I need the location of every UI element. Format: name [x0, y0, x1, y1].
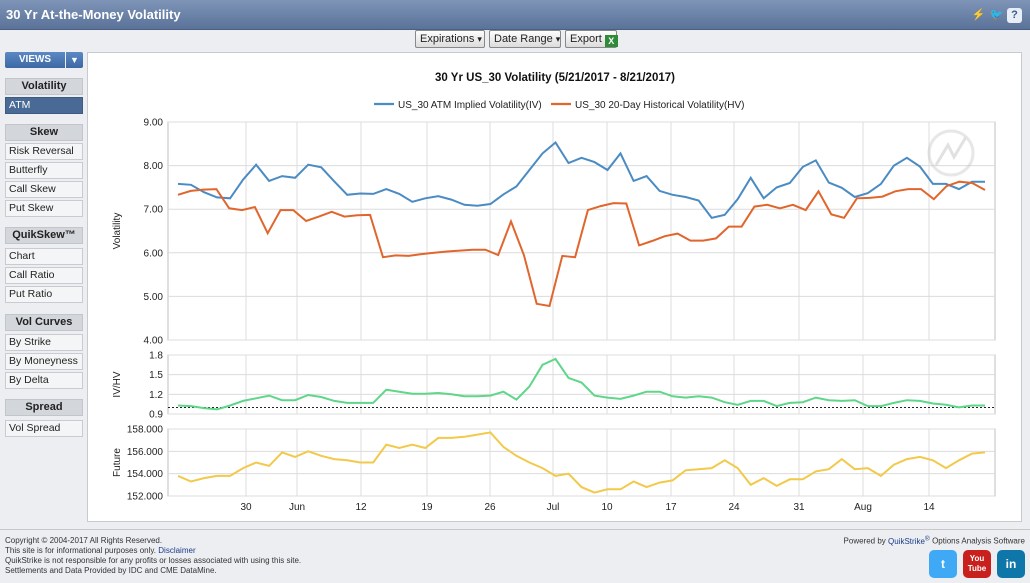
y-tick-label: 9.00	[144, 118, 164, 129]
powered-prefix: Powered by	[843, 536, 886, 546]
chevron-down-icon: ▾	[477, 34, 482, 44]
sidebar-item-call-skew[interactable]: Call Skew	[5, 181, 83, 198]
chevron-down-icon: ▾	[555, 34, 561, 44]
series-line-us-30-20-day-historical-volatility-hv-	[177, 180, 986, 308]
registered-mark: ®	[924, 535, 930, 542]
y-tick-label: 8.00	[144, 161, 164, 172]
legend-hv-label[interactable]: US_30 20-Day Historical Volatility(HV)	[575, 100, 745, 111]
section-volatility: Volatility	[5, 78, 83, 95]
footer-notice: Copyright © 2004-2017 All Rights Reserve…	[5, 536, 301, 576]
sidebar-item-vol-spread[interactable]: Vol Spread	[5, 420, 83, 437]
x-tick-label: 24	[728, 502, 740, 513]
excel-icon: X	[604, 35, 618, 47]
series-line-future	[177, 431, 986, 494]
x-tick-label: 19	[421, 502, 433, 513]
x-tick-label: 26	[484, 502, 496, 513]
x-tick-label: 12	[355, 502, 367, 513]
y-tick-label: 154.000	[127, 469, 164, 480]
linkedin-icon[interactable]: in	[997, 550, 1025, 578]
powered-brand: QuikStrike	[888, 536, 925, 546]
x-tick-label: 14	[923, 502, 935, 513]
toolbar: Expirations ▾ Date Range ▾ Export X	[0, 30, 1030, 50]
series-line-iv-hv	[177, 357, 985, 411]
chart-legend[interactable]: US_30 ATM Implied Volatility(IV) US_30 2…	[374, 100, 745, 111]
volatility-chart: 30 Yr US_30 Volatility (5/21/2017 - 8/21…	[112, 72, 996, 513]
x-tick-label: Jun	[289, 502, 305, 513]
views-button[interactable]: VIEWS	[5, 52, 65, 68]
legend-iv-label[interactable]: US_30 ATM Implied Volatility(IV)	[398, 100, 542, 111]
views-dropdown-toggle[interactable]: ▼	[66, 52, 83, 68]
x-tick-label: 10	[601, 502, 613, 513]
sidebar-item-by-delta[interactable]: By Delta	[5, 372, 83, 389]
y-tick-label: 4.00	[144, 336, 164, 347]
liability-text: QuikStrike is not responsible for any pr…	[5, 556, 302, 565]
x-tick-label: 17	[665, 502, 677, 513]
y-tick-label: 1.2	[149, 390, 163, 401]
y-axis-label: Future	[112, 448, 123, 477]
sidebar-item-by-moneyness[interactable]: By Moneyness	[5, 353, 83, 370]
y-axis-label: IV/HV	[112, 371, 123, 397]
chart-panel: 30 Yr US_30 Volatility (5/21/2017 - 8/21…	[87, 52, 1022, 522]
y-tick-label: 152.000	[127, 492, 164, 503]
y-tick-label: 1.8	[149, 351, 163, 362]
y-tick-label: 7.00	[144, 205, 164, 216]
twitter-icon[interactable]: t	[929, 550, 957, 578]
powered-suffix: Options Analysis Software	[932, 536, 1025, 546]
y-tick-label: 5.00	[144, 292, 164, 303]
date-range-dropdown[interactable]: Date Range ▾	[489, 30, 561, 48]
twitter-icon[interactable]: 🐦	[989, 9, 1004, 21]
chevron-down-icon: ▼	[70, 55, 79, 65]
sidebar-item-butterfly[interactable]: Butterfly	[5, 162, 83, 179]
x-tick-label: 30	[240, 502, 252, 513]
copyright-text: Copyright © 2004-2017 All Rights Reserve…	[5, 536, 163, 545]
sidebar-item-put-skew[interactable]: Put Skew	[5, 200, 83, 217]
sidebar-item-put-ratio[interactable]: Put Ratio	[5, 286, 83, 303]
help-icon[interactable]: ?	[1007, 8, 1022, 23]
export-button[interactable]: Export X	[565, 30, 618, 48]
sidebar-item-chart[interactable]: Chart	[5, 248, 83, 265]
section-vol-curves: Vol Curves	[5, 314, 83, 331]
section-spread: Spread	[5, 399, 83, 416]
date-range-label: Date Range	[494, 33, 553, 45]
info-line: This site is for informational purposes …	[5, 546, 301, 556]
series-line-us-30-atm-implied-volatility-iv-	[177, 140, 985, 220]
sidebar-item-call-ratio[interactable]: Call Ratio	[5, 267, 83, 284]
section-skew: Skew	[5, 124, 83, 141]
window-title: 30 Yr At-the-Money Volatility	[6, 7, 181, 22]
window-titlebar: 30 Yr At-the-Money Volatility ⚡ 🐦 ?	[0, 0, 1030, 30]
page-footer: Copyright © 2004-2017 All Rights Reserve…	[0, 529, 1030, 583]
lightning-icon[interactable]: ⚡	[971, 9, 986, 21]
sidebar-item-atm[interactable]: ATM	[5, 97, 83, 114]
youtube-icon[interactable]: You Tube	[963, 550, 991, 578]
y-tick-label: 6.00	[144, 248, 164, 259]
quikstrike-watermark-icon	[927, 129, 975, 177]
sidebar-item-by-strike[interactable]: By Strike	[5, 334, 83, 351]
y-tick-label: 158.000	[127, 425, 164, 436]
y-tick-label: 1.5	[149, 370, 163, 381]
social-links: t You Tube in	[929, 550, 1025, 578]
x-tick-label: 31	[793, 502, 805, 513]
x-tick-label: Aug	[854, 502, 872, 513]
y-axis-label: Volatility	[112, 213, 123, 250]
powered-by: Powered by QuikStrike® Options Analysis …	[844, 535, 1025, 546]
expirations-dropdown[interactable]: Expirations ▾	[415, 30, 485, 48]
export-label: Export	[570, 33, 602, 45]
info-text: This site is for informational purposes …	[5, 546, 157, 555]
y-tick-label: 0.9	[149, 410, 163, 421]
y-tick-label: 156.000	[127, 447, 164, 458]
section-quikskew: QuikSkew™	[5, 227, 83, 244]
sidebar-item-risk-reversal[interactable]: Risk Reversal	[5, 143, 83, 160]
expirations-label: Expirations	[420, 33, 475, 45]
quikstrike-link[interactable]: QuikStrike®	[888, 535, 930, 546]
chart-title: 30 Yr US_30 Volatility (5/21/2017 - 8/21…	[435, 72, 675, 84]
x-tick-label: Jul	[547, 502, 560, 513]
disclaimer-link[interactable]: Disclaimer	[158, 546, 196, 555]
settlements-text: Settlements and Data Provided by IDC and…	[5, 566, 217, 575]
